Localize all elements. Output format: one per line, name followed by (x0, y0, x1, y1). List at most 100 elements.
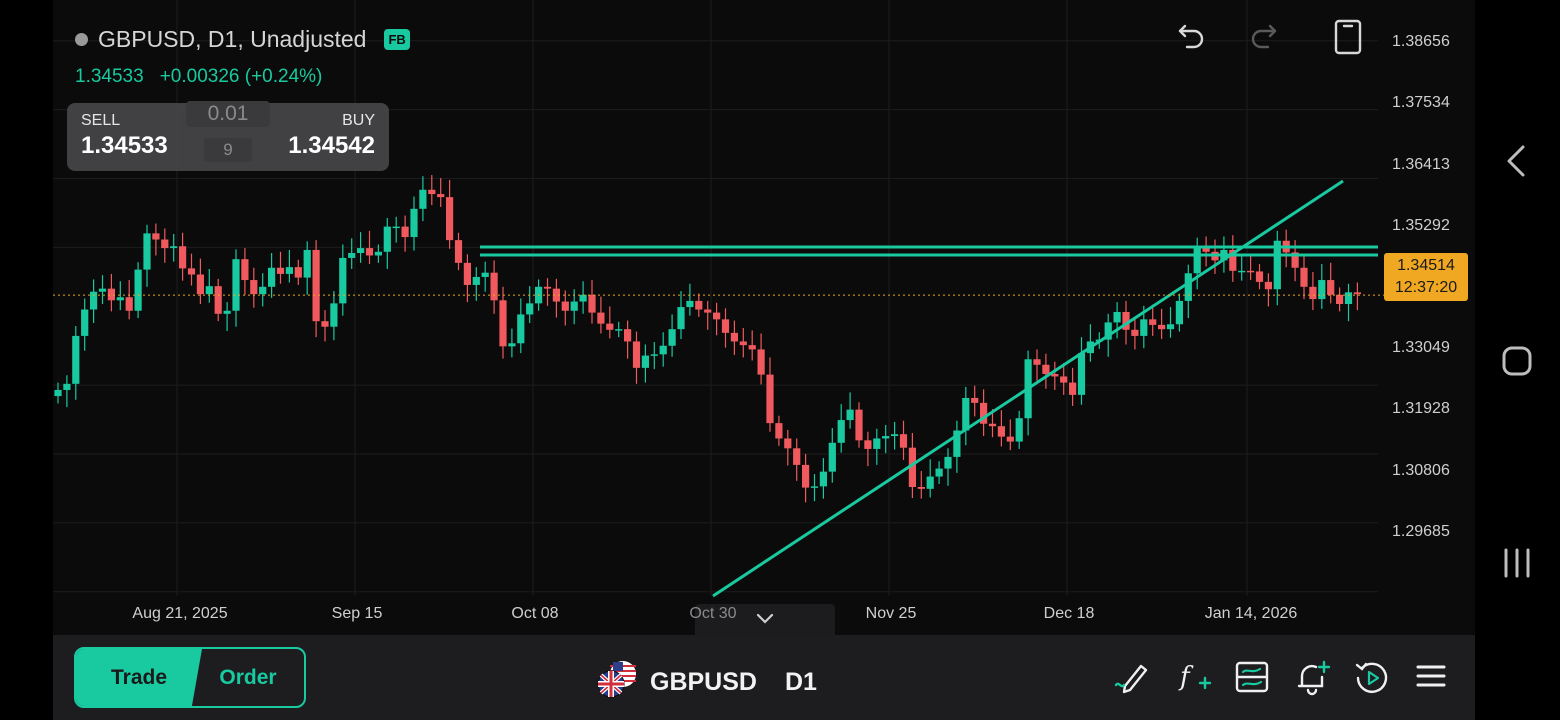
time-axis-label: Aug 21, 2025 (132, 605, 228, 622)
candle (303, 249, 311, 278)
price-change: +0.00326 (+0.24%) (159, 66, 323, 87)
chart-area[interactable]: GBPUSD, D1, Unadjusted FB 1.34533 +0.003… (53, 0, 1475, 635)
fb-badge[interactable]: FB (384, 29, 410, 50)
candle (1042, 364, 1050, 374)
recents-icon[interactable] (1501, 546, 1533, 585)
timeframe-label[interactable]: D1 (784, 668, 817, 696)
candle (1291, 252, 1299, 268)
candle (1264, 281, 1272, 290)
candle (1175, 300, 1183, 325)
candle (321, 321, 329, 327)
candle (1336, 294, 1344, 304)
candle (232, 259, 240, 311)
buy-price-button[interactable]: 1.34542 (288, 132, 375, 159)
indicators-icon[interactable]: f (1176, 659, 1212, 700)
candle (784, 438, 792, 449)
candle (259, 286, 267, 295)
candle (757, 349, 765, 375)
gbp-usd-flag-icon (596, 659, 638, 706)
candle (1327, 280, 1335, 295)
candle (134, 269, 142, 311)
candle (143, 233, 151, 270)
undo-icon[interactable] (1177, 18, 1207, 57)
candle (721, 319, 730, 333)
candle (357, 248, 365, 254)
current-price-tag: 1.34514 12:37:20 (1384, 253, 1468, 301)
home-icon[interactable] (1501, 345, 1533, 382)
candle (1353, 292, 1361, 295)
candle (365, 248, 374, 256)
chevron-down-icon[interactable] (755, 612, 775, 631)
candle (704, 309, 712, 313)
candle (632, 341, 641, 368)
lot-size-input[interactable]: 0.01 (186, 101, 270, 127)
add-alert-icon[interactable] (1294, 659, 1332, 702)
candle (1229, 249, 1237, 271)
price-axis-label: 1.29685 (1392, 523, 1450, 540)
candle (641, 355, 649, 368)
system-navigation-bar (1475, 0, 1560, 720)
redo-icon[interactable] (1248, 18, 1278, 57)
time-axis-label: Oct 08 (511, 605, 559, 622)
back-chevron-icon[interactable] (1501, 144, 1533, 183)
candle (170, 246, 178, 249)
candlestick-chart[interactable] (53, 0, 1475, 635)
candle (891, 434, 899, 437)
buy-label[interactable]: BUY (342, 112, 375, 129)
candle (454, 240, 463, 263)
replay-icon[interactable] (1353, 659, 1391, 702)
candle (499, 300, 507, 347)
candle (1131, 329, 1139, 336)
candle (980, 402, 988, 424)
candle (490, 272, 498, 301)
candle (713, 312, 721, 320)
candle-countdown: 12:37:20 (1394, 279, 1458, 296)
candle (606, 323, 614, 330)
sell-label[interactable]: SELL (81, 112, 121, 129)
candle (526, 303, 534, 315)
candle (588, 294, 596, 313)
candle (161, 239, 169, 249)
symbol-selector[interactable]: GBPUSD D1 (596, 659, 817, 706)
candle (1122, 311, 1130, 330)
sell-price-button[interactable]: 1.34533 (81, 132, 168, 159)
candle (882, 436, 890, 439)
candle (837, 420, 845, 443)
trade-button[interactable]: Trade (76, 649, 202, 706)
price-axis-label: 1.35292 (1392, 217, 1450, 234)
menu-icon[interactable] (1414, 659, 1448, 698)
candle (1309, 286, 1317, 300)
candle (276, 267, 285, 274)
last-price: 1.34533 (75, 66, 144, 87)
candle (1158, 324, 1166, 330)
candle (1060, 376, 1068, 383)
order-button[interactable]: Order (219, 665, 277, 689)
candle (1051, 373, 1059, 377)
time-axis-label: Oct 30 (689, 605, 737, 622)
drawing-tools-icon[interactable] (1113, 659, 1151, 700)
time-scroll-tab[interactable] (695, 604, 835, 635)
objects-icon[interactable] (1234, 659, 1270, 700)
candle (54, 389, 62, 397)
candle (348, 253, 356, 258)
candle (624, 329, 632, 342)
candle (1104, 322, 1112, 340)
trade-order-toggle: Trade Order (74, 647, 306, 708)
candle (508, 343, 516, 347)
price-axis-label: 1.38656 (1392, 33, 1450, 50)
candle (223, 310, 231, 314)
candle (962, 397, 970, 431)
candle (1247, 270, 1255, 273)
candle (739, 341, 747, 346)
candle (401, 226, 409, 238)
candle (428, 189, 436, 195)
candle (1140, 319, 1148, 336)
phone-layout-icon[interactable] (1333, 18, 1363, 61)
price-axis-label: 1.33049 (1392, 339, 1450, 356)
candle (935, 468, 943, 477)
candle (650, 354, 658, 356)
candle (944, 456, 952, 469)
candle (98, 288, 107, 292)
candle (695, 300, 703, 310)
candle (294, 267, 302, 278)
